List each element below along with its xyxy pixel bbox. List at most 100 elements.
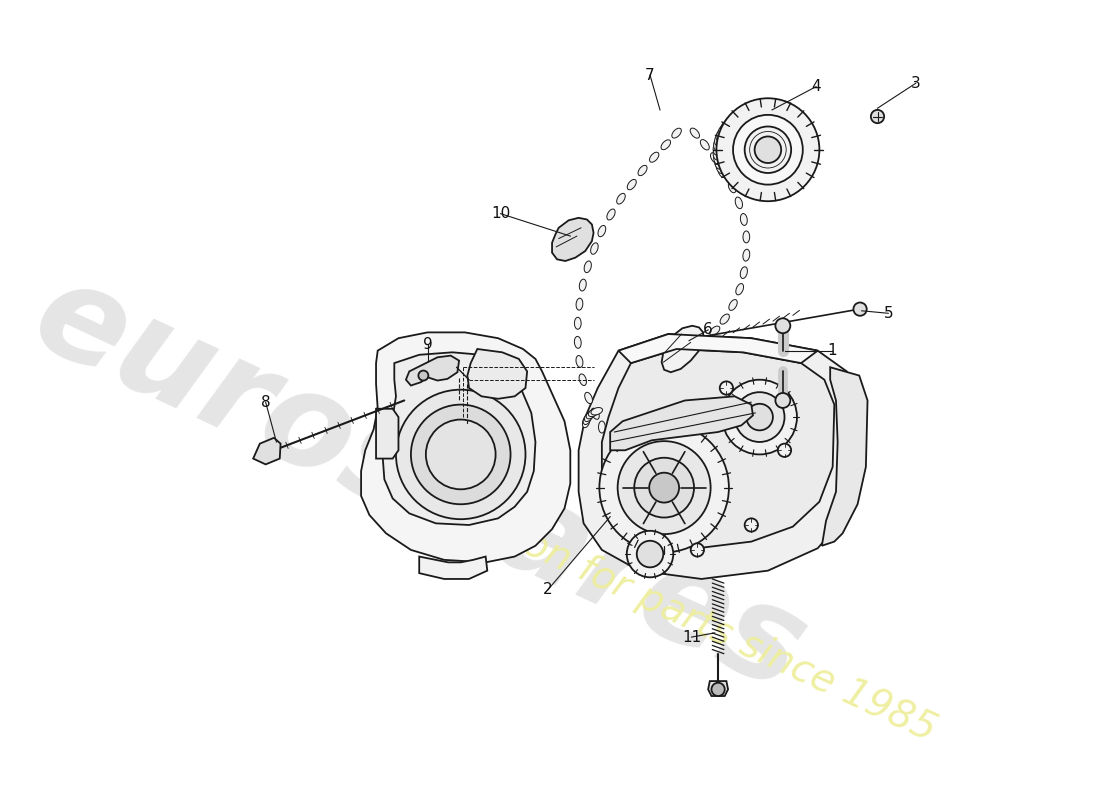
Ellipse shape: [584, 261, 592, 273]
Ellipse shape: [716, 162, 724, 174]
Text: 10: 10: [491, 206, 510, 221]
Ellipse shape: [715, 158, 722, 169]
Ellipse shape: [728, 182, 736, 193]
Circle shape: [776, 393, 790, 408]
Ellipse shape: [584, 411, 594, 422]
Ellipse shape: [598, 226, 606, 237]
Ellipse shape: [739, 106, 750, 114]
Circle shape: [778, 444, 791, 457]
Ellipse shape: [580, 279, 586, 291]
Ellipse shape: [579, 374, 586, 386]
Ellipse shape: [585, 392, 593, 404]
Text: 6: 6: [703, 322, 713, 338]
Circle shape: [854, 302, 867, 316]
Circle shape: [735, 392, 784, 442]
Ellipse shape: [730, 111, 740, 121]
Ellipse shape: [649, 152, 659, 162]
Ellipse shape: [729, 299, 737, 310]
Ellipse shape: [713, 143, 719, 155]
Polygon shape: [468, 349, 527, 399]
Ellipse shape: [662, 346, 674, 353]
Ellipse shape: [716, 130, 724, 141]
Circle shape: [776, 318, 790, 334]
Ellipse shape: [742, 250, 750, 261]
Polygon shape: [618, 334, 817, 363]
Polygon shape: [661, 326, 703, 372]
Ellipse shape: [627, 179, 636, 190]
Text: 9: 9: [422, 337, 432, 351]
Ellipse shape: [582, 416, 590, 428]
Ellipse shape: [583, 414, 592, 425]
Polygon shape: [376, 409, 398, 458]
Text: 4: 4: [812, 79, 821, 94]
Circle shape: [871, 110, 884, 123]
Ellipse shape: [591, 242, 598, 254]
Polygon shape: [602, 349, 834, 548]
Ellipse shape: [736, 283, 744, 295]
Ellipse shape: [576, 298, 583, 310]
Ellipse shape: [735, 197, 743, 209]
Polygon shape: [822, 367, 868, 546]
Ellipse shape: [672, 128, 681, 138]
Circle shape: [649, 473, 679, 502]
Text: a passion for parts since 1985: a passion for parts since 1985: [394, 466, 943, 750]
Text: 7: 7: [646, 67, 654, 82]
Circle shape: [627, 531, 673, 578]
Circle shape: [745, 518, 758, 532]
Circle shape: [745, 126, 791, 173]
Ellipse shape: [720, 314, 729, 324]
Ellipse shape: [586, 410, 596, 419]
Ellipse shape: [661, 140, 671, 150]
Circle shape: [418, 370, 428, 381]
Polygon shape: [708, 681, 728, 696]
Circle shape: [637, 541, 663, 567]
Ellipse shape: [607, 209, 615, 220]
Ellipse shape: [742, 231, 750, 243]
Text: eurospares: eurospares: [14, 250, 824, 718]
Ellipse shape: [715, 134, 722, 146]
Ellipse shape: [617, 194, 625, 204]
Text: 8: 8: [261, 394, 271, 410]
Text: 3: 3: [911, 76, 921, 91]
Ellipse shape: [735, 109, 745, 118]
Ellipse shape: [591, 408, 600, 419]
Ellipse shape: [727, 114, 736, 124]
Ellipse shape: [714, 153, 720, 165]
Circle shape: [600, 423, 729, 552]
Polygon shape: [552, 218, 594, 261]
Ellipse shape: [574, 318, 581, 330]
Polygon shape: [361, 332, 570, 562]
Circle shape: [411, 405, 510, 504]
Circle shape: [733, 115, 803, 185]
Text: 2: 2: [543, 582, 552, 598]
Circle shape: [712, 682, 725, 696]
Circle shape: [746, 404, 773, 430]
Polygon shape: [419, 557, 487, 579]
Polygon shape: [579, 334, 859, 579]
Polygon shape: [383, 352, 536, 525]
Polygon shape: [610, 396, 754, 450]
Circle shape: [716, 98, 820, 202]
Ellipse shape: [598, 421, 605, 433]
Ellipse shape: [714, 138, 720, 150]
Circle shape: [723, 380, 798, 454]
Text: 5: 5: [883, 306, 893, 321]
Circle shape: [426, 419, 496, 490]
Circle shape: [396, 390, 526, 519]
Text: 1: 1: [827, 343, 837, 358]
Circle shape: [617, 441, 711, 534]
Ellipse shape: [740, 266, 747, 278]
Ellipse shape: [718, 125, 726, 136]
Ellipse shape: [674, 346, 686, 352]
Ellipse shape: [576, 355, 583, 367]
Ellipse shape: [685, 342, 697, 350]
Ellipse shape: [698, 336, 710, 344]
Ellipse shape: [690, 128, 700, 138]
Polygon shape: [406, 356, 459, 386]
Circle shape: [635, 458, 694, 518]
Circle shape: [719, 382, 733, 394]
Circle shape: [755, 137, 781, 163]
Text: 11: 11: [682, 630, 701, 645]
Circle shape: [691, 543, 704, 557]
Ellipse shape: [718, 166, 726, 178]
